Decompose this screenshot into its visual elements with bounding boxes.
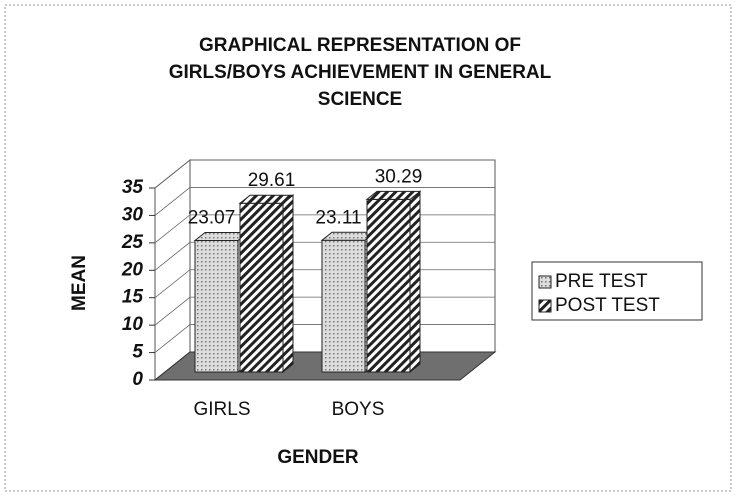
x-tick-label: BOYS bbox=[332, 399, 385, 420]
bar-face bbox=[321, 239, 366, 373]
y-tick-label: 0 bbox=[132, 369, 143, 390]
bar-face bbox=[409, 190, 421, 374]
bar bbox=[365, 190, 422, 374]
bar-face bbox=[366, 198, 411, 373]
grid-line bbox=[154, 187, 495, 216]
bar-face bbox=[238, 194, 295, 204]
chart-title: GRAPHICAL REPRESENTATION OF GIRLS/BOYS A… bbox=[168, 35, 552, 110]
y-tick-label: 25 bbox=[121, 232, 144, 253]
data-label: 30.29 bbox=[375, 166, 423, 187]
legend-label: POST TEST bbox=[555, 295, 660, 316]
bar-face bbox=[239, 202, 284, 373]
x-axis-label: GENDER bbox=[277, 447, 359, 468]
legend-swatch bbox=[538, 299, 552, 313]
data-label: 29.61 bbox=[248, 170, 296, 191]
y-axis-label: MEAN bbox=[69, 255, 90, 311]
data-label: 23.11 bbox=[315, 207, 361, 228]
grid-line bbox=[154, 159, 495, 189]
y-tick-label: 35 bbox=[122, 177, 144, 198]
y-tick-label: 10 bbox=[122, 314, 144, 335]
bar bbox=[238, 194, 295, 374]
data-label: 23.07 bbox=[188, 208, 236, 229]
y-tick-label: 20 bbox=[121, 259, 144, 280]
legend-swatch bbox=[538, 275, 552, 289]
bar-face bbox=[365, 190, 422, 200]
y-tick-label: 15 bbox=[122, 287, 144, 308]
y-tick-label: 30 bbox=[122, 204, 144, 225]
legend-label: PRE TEST bbox=[555, 271, 648, 292]
y-tick-label: 5 bbox=[132, 342, 143, 363]
legend-box bbox=[531, 261, 703, 321]
side-wall bbox=[154, 158, 191, 382]
bar-face bbox=[194, 240, 239, 373]
bar-face bbox=[282, 194, 294, 374]
x-tick-label: GIRLS bbox=[193, 399, 250, 420]
frame bbox=[4, 4, 732, 492]
